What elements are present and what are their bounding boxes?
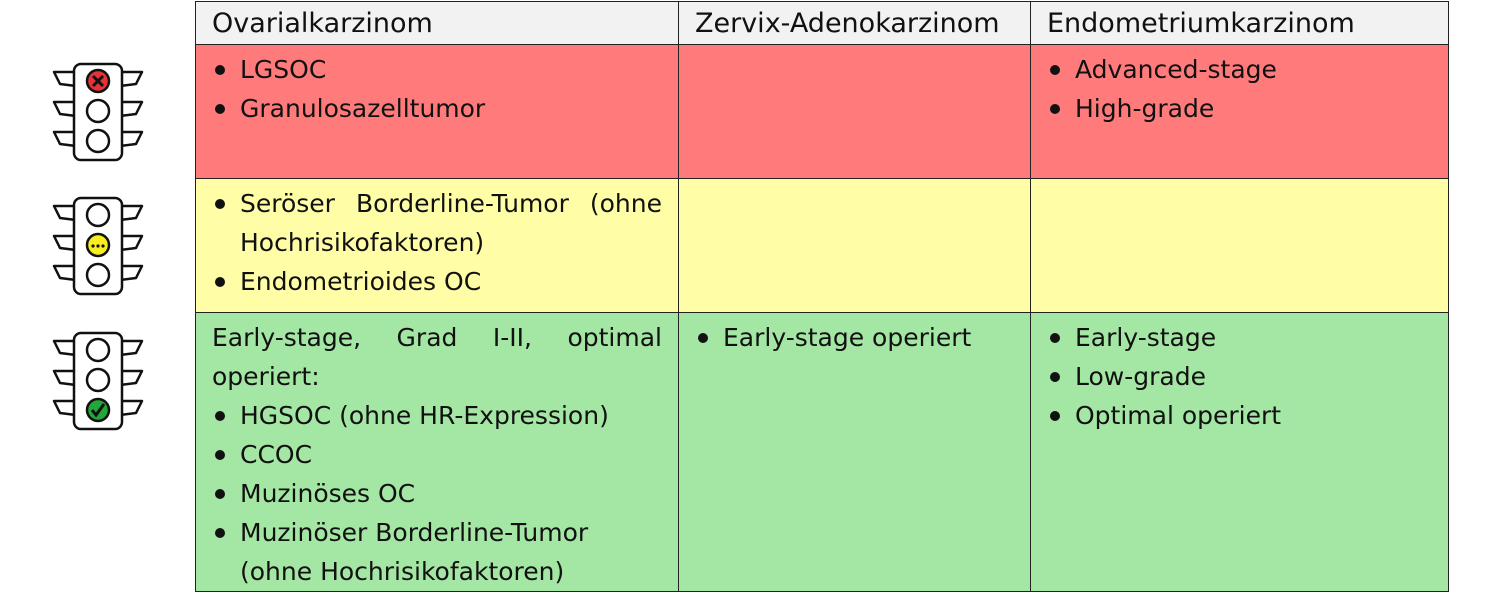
traffic-light-red-icon [50,62,146,162]
header-endometriumkarzinom: Endometriumkarzinom [1030,1,1449,45]
traffic-light-column [0,0,195,601]
traffic-light-yellow-icon [50,196,146,296]
header-row: Ovarialkarzinom Zervix-Adenokarzinom End… [195,1,1449,45]
list-item: LGSOC [212,50,662,89]
list-item: High-grade [1047,89,1432,128]
red-row: LGSOC Granulosazelltumor Advanced-stage … [195,44,1449,179]
list-item: Optimal operiert [1047,396,1432,435]
red-ovarial-cell: LGSOC Granulosazelltumor [195,44,679,179]
list-item: HGSOC (ohne HR-Expression) [212,396,662,435]
list-item: Early-stage [1047,318,1432,357]
list-item: Muzinöses OC [212,474,662,513]
traffic-light-green-icon [50,331,146,431]
green-ovarial-cell: Early-stage, Grad I-II, optimal operiert… [195,312,679,592]
list-item: Early-stage operiert [695,318,1014,357]
yellow-row: Seröser Borderline-Tumor (ohne Hochrisik… [195,178,1449,313]
header-zervix-adenokarzinom: Zervix-Adenokarzinom [678,1,1031,45]
yellow-zervix-cell [678,178,1031,313]
list-item: Muzinöser Borderline-Tumor (ohne Hochris… [212,513,662,591]
green-row: Early-stage, Grad I-II, optimal operiert… [195,312,1449,592]
yellow-ovarial-cell: Seröser Borderline-Tumor (ohne Hochrisik… [195,178,679,313]
list-item: Low-grade [1047,357,1432,396]
yellow-endometrium-cell [1030,178,1449,313]
list-item: Seröser Borderline-Tumor (ohne Hochrisik… [212,184,662,262]
green-endometrium-cell: Early-stage Low-grade Optimal operiert [1030,312,1449,592]
green-zervix-cell: Early-stage operiert [678,312,1031,592]
list-item: Granulosazelltumor [212,89,662,128]
red-zervix-cell [678,44,1031,179]
green-ovarial-intro: Early-stage, Grad I-II, optimal operiert… [212,323,662,391]
red-endometrium-cell: Advanced-stage High-grade [1030,44,1449,179]
list-item: Advanced-stage [1047,50,1432,89]
list-item: CCOC [212,435,662,474]
tumor-classification-table: Ovarialkarzinom Zervix-Adenokarzinom End… [195,1,1449,592]
header-ovarialkarzinom: Ovarialkarzinom [195,1,679,45]
list-item: Endometrioides OC [212,262,662,301]
